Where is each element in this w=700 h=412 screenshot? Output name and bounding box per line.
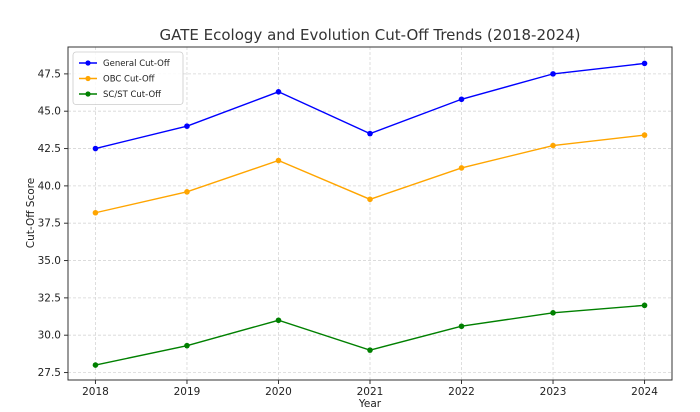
legend-box: [72, 51, 184, 105]
data-point: [641, 302, 648, 309]
data-point: [275, 157, 282, 164]
y-tick-label: 42.5: [38, 143, 61, 155]
data-point: [92, 145, 99, 152]
x-tick-label: 2020: [265, 386, 292, 398]
data-point: [550, 310, 556, 316]
data-point: [367, 130, 373, 137]
y-tick-label: 40.0: [38, 180, 61, 192]
legend-label: OBC Cut-Off: [103, 75, 156, 85]
y-tick-label: 30.0: [38, 330, 61, 342]
x-tick-label: 2024: [631, 386, 658, 398]
data-point: [367, 347, 373, 353]
x-tick-label: 2021: [357, 386, 384, 398]
series-layer: [92, 60, 648, 368]
y-tick-label: 35.0: [38, 255, 61, 267]
legend: General Cut-Off OBC Cut-Off SC/ST Cut-Off: [72, 51, 184, 105]
legend-label: SC/ST Cut-Off: [103, 90, 162, 100]
data-point: [550, 71, 556, 77]
series-2: [92, 132, 648, 216]
x-tick-label: 2018: [82, 386, 109, 398]
x-tick-label: 2023: [540, 386, 567, 398]
legend-marker: [85, 75, 91, 82]
data-point: [184, 342, 190, 349]
y-tick-label: 32.5: [38, 292, 61, 304]
data-point: [458, 323, 465, 330]
legend-entry: OBC Cut-Off: [79, 75, 156, 85]
data-point: [458, 165, 465, 171]
data-point: [641, 132, 648, 138]
x-tick-label: 2022: [448, 386, 475, 398]
legend-label: General Cut-Off: [103, 59, 171, 69]
data-point: [275, 317, 282, 324]
y-tick-label: 27.5: [38, 367, 61, 379]
data-point: [184, 123, 190, 129]
x-tick-label: 2019: [174, 386, 201, 398]
data-point: [367, 196, 373, 203]
chart-title: GATE Ecology and Evolution Cut-Off Trend…: [160, 26, 581, 44]
legend-marker: [85, 91, 91, 97]
x-axis: 2018 2019 2020 2021 2022 2023 2024: [82, 380, 658, 398]
data-point: [458, 96, 465, 103]
data-point: [275, 88, 282, 95]
series-3: [92, 302, 648, 368]
y-axis-label: Cut-Off Score: [25, 178, 37, 248]
y-tick-label: 37.5: [38, 218, 61, 230]
legend-entry: General Cut-Off: [79, 59, 171, 69]
data-point: [550, 142, 556, 149]
data-point: [641, 60, 648, 67]
series-1: [92, 60, 648, 152]
y-tick-label: 45.0: [38, 106, 61, 118]
data-point: [92, 362, 99, 368]
y-tick-label: 47.5: [38, 68, 61, 80]
y-axis: 27.5 30.0 32.5 35.0 37.5 40.0 42.5 45.0 47.5: [38, 68, 68, 379]
legend-marker: [85, 60, 91, 66]
data-point: [92, 209, 99, 216]
data-point: [184, 189, 190, 195]
grid: [68, 47, 672, 380]
legend-entry: SC/ST Cut-Off: [79, 90, 162, 100]
x-axis-label: Year: [358, 398, 382, 410]
